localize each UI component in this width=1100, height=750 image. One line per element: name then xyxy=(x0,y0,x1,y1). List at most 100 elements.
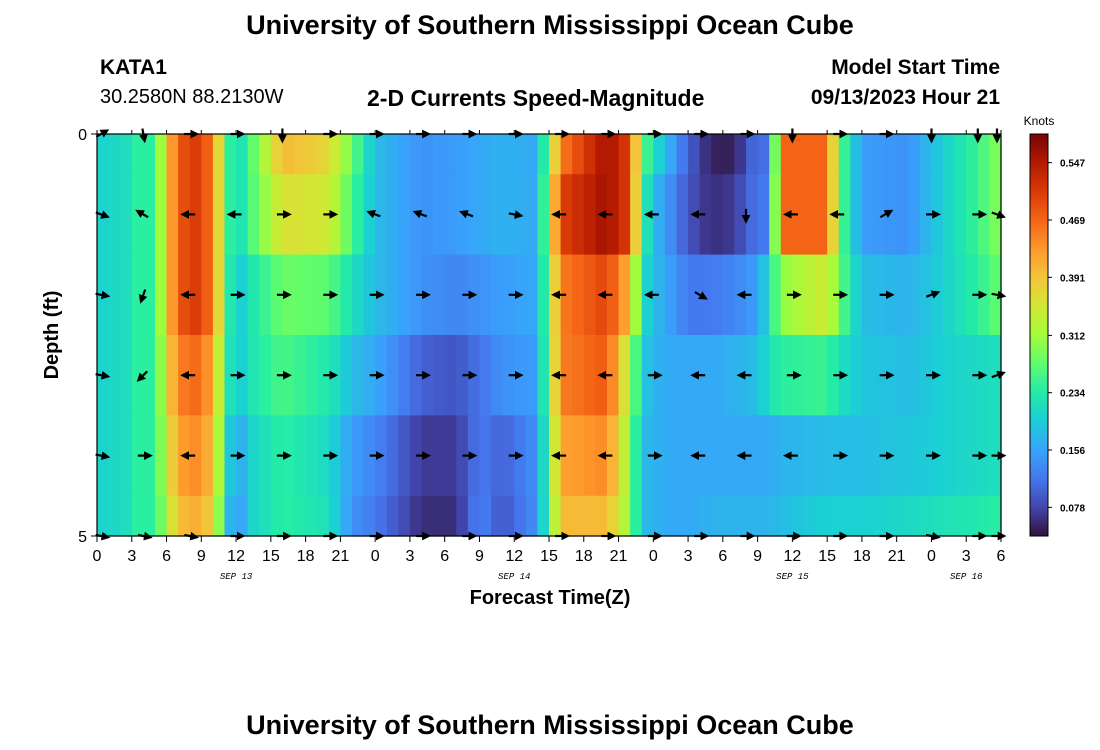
heatmap-cell xyxy=(305,134,318,175)
heatmap-cell xyxy=(908,415,921,497)
heatmap-cell xyxy=(606,495,620,537)
heatmap-cell xyxy=(247,495,260,537)
heatmap-cell xyxy=(212,495,226,537)
x-tick-label: 6 xyxy=(997,548,1006,565)
heatmap-cell xyxy=(618,495,631,537)
heatmap-cell xyxy=(699,495,712,537)
heatmap-cell xyxy=(722,174,736,256)
heatmap-cell xyxy=(572,254,585,336)
heatmap-cell xyxy=(699,415,712,497)
heatmap-cell xyxy=(467,495,481,537)
heatmap-cell xyxy=(919,335,933,416)
heatmap-cell xyxy=(699,174,712,256)
y-tick-label: 0 xyxy=(78,127,87,144)
heatmap-cell xyxy=(305,254,318,336)
heatmap-cell xyxy=(664,174,678,256)
heatmap-cell xyxy=(212,335,226,416)
heatmap-cell xyxy=(212,174,226,256)
heatmap-cell xyxy=(120,134,133,175)
colorbar-title: Knots xyxy=(1024,114,1055,128)
heatmap-cell xyxy=(224,254,237,336)
heatmap-cell xyxy=(166,134,179,175)
heatmap-cell xyxy=(351,415,365,497)
colorbar-tick-label: 0.547 xyxy=(1060,159,1085,170)
heatmap-cell xyxy=(630,335,643,416)
heatmap-cell xyxy=(421,495,434,537)
heatmap-cell xyxy=(908,335,921,416)
heatmap-cell xyxy=(919,254,933,336)
heatmap-cell xyxy=(757,254,770,336)
current-arrow xyxy=(508,210,524,219)
heatmap-cell xyxy=(722,134,736,175)
heatmap-cell xyxy=(676,335,689,416)
heatmap-cell xyxy=(641,495,654,537)
heatmap-cell xyxy=(711,134,724,175)
heatmap-cell xyxy=(815,335,828,416)
heatmap-cell xyxy=(444,174,457,256)
heatmap-cell xyxy=(340,415,353,497)
heatmap-cell xyxy=(247,335,260,416)
heatmap-cell xyxy=(618,415,631,497)
heatmap-cell xyxy=(166,335,179,416)
heatmap-cell xyxy=(896,495,909,537)
heatmap-cell xyxy=(896,415,909,497)
colorbar-tick-label: 0.078 xyxy=(1060,503,1085,514)
heatmap-cell xyxy=(363,415,376,497)
heatmap-cell xyxy=(294,134,307,175)
heatmap-cell xyxy=(537,495,550,537)
heatmap-cell xyxy=(294,335,307,416)
heatmap-cell xyxy=(479,495,492,537)
heatmap-cell xyxy=(873,495,886,537)
x-tick-label: 12 xyxy=(227,548,245,565)
heatmap-cell xyxy=(444,495,457,537)
heatmap-cell xyxy=(189,174,202,256)
heatmap-cell xyxy=(792,415,805,497)
heatmap-cell xyxy=(375,495,388,537)
heatmap-cell xyxy=(653,254,666,336)
heatmap-cell xyxy=(769,495,782,537)
heatmap-cell xyxy=(803,174,817,256)
heatmap-cell xyxy=(850,415,863,497)
heatmap-cell xyxy=(653,495,666,537)
heatmap-cell xyxy=(711,174,724,256)
heatmap-cell xyxy=(294,495,307,537)
heatmap-cell xyxy=(143,495,156,537)
heatmap-cell xyxy=(861,174,875,256)
heatmap-cell xyxy=(236,174,249,256)
heatmap-cell xyxy=(479,415,492,497)
heatmap-cell xyxy=(433,335,446,416)
x-tick-label: 3 xyxy=(684,548,693,565)
heatmap-cell xyxy=(131,415,144,497)
x-tick-label: 21 xyxy=(331,548,349,565)
heatmap-cell xyxy=(97,134,110,175)
x-tick-label: 18 xyxy=(297,548,315,565)
heatmap-cell xyxy=(676,495,689,537)
heatmap-cell xyxy=(259,495,272,537)
heatmap-cell xyxy=(166,415,179,497)
heatmap-cell xyxy=(549,134,562,175)
heatmap-cell xyxy=(131,495,144,537)
heatmap-cell xyxy=(259,335,272,416)
chart-title: 2-D Currents Speed-Magnitude xyxy=(367,85,705,111)
heatmap-cell xyxy=(409,495,423,537)
heatmap-cell xyxy=(618,254,631,336)
heatmap-cell xyxy=(491,335,504,416)
heatmap-cell xyxy=(386,495,399,537)
heatmap-cell xyxy=(943,174,956,256)
heatmap-cell xyxy=(560,254,573,336)
heatmap-cell xyxy=(270,495,284,537)
heatmap-cell xyxy=(850,335,863,416)
heatmap-cell xyxy=(792,495,805,537)
heatmap-cell xyxy=(815,174,828,256)
heatmap-cell xyxy=(757,335,770,416)
heatmap-cell xyxy=(421,134,434,175)
heatmap-cell xyxy=(861,254,875,336)
heatmap-cell xyxy=(479,134,492,175)
x-tick-label: 0 xyxy=(649,548,658,565)
heatmap-cell xyxy=(305,174,318,256)
heatmap-cell xyxy=(525,174,539,256)
heatmap-cell xyxy=(560,174,573,256)
heatmap-cell xyxy=(653,134,666,175)
heatmap-cell xyxy=(247,415,260,497)
heatmap-cell xyxy=(861,495,875,537)
